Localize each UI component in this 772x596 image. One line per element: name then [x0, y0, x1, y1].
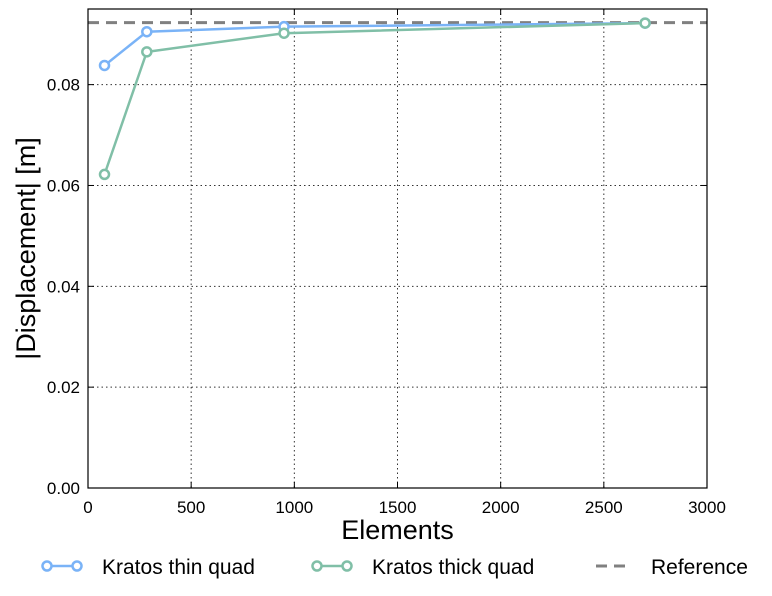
legend-marker	[311, 560, 323, 572]
data-point	[141, 46, 153, 58]
data-point	[639, 17, 651, 29]
series-line	[103, 21, 646, 67]
data-point	[141, 25, 153, 38]
y-axis-title: |Displacement| [m]	[11, 137, 41, 360]
y-tick-label: 0.06	[47, 176, 80, 195]
legend: Kratos thin quad Kratos thick quad Referen…	[41, 556, 748, 579]
legend-label: Kratos thick quad	[372, 556, 534, 579]
y-tick-label: 0.08	[47, 76, 80, 95]
legend-marker	[71, 560, 83, 572]
x-axis-title: Elements	[341, 515, 454, 545]
legend-label: Reference	[651, 556, 748, 579]
y-tick-label: 0.02	[47, 378, 80, 397]
x-tick-label: 500	[177, 498, 205, 517]
x-tick-label: 0	[83, 498, 92, 517]
x-tick-labels: 0 500 1000 1500 2000 2500 3000	[83, 498, 726, 517]
x-tick-label: 3000	[688, 498, 726, 517]
legend-item: Kratos thick quad	[311, 556, 534, 579]
legend-marker	[341, 560, 353, 572]
y-tick-label: 0.04	[47, 277, 80, 296]
legend-item: Kratos thin quad	[41, 556, 255, 579]
x-tick-label: 2500	[585, 498, 623, 517]
legend-item: Reference	[596, 556, 748, 579]
series-thick-quad	[98, 17, 651, 181]
ticks	[87, 9, 708, 489]
series-line	[103, 21, 646, 175]
series-layer	[98, 17, 651, 181]
y-tick-labels: 0.00 0.02 0.04 0.06 0.08	[47, 76, 80, 498]
legend-marker	[41, 560, 53, 572]
x-tick-label: 1000	[275, 498, 313, 517]
legend-label: Kratos thin quad	[102, 556, 255, 579]
x-tick-label: 2000	[482, 498, 520, 517]
grid	[88, 9, 707, 488]
data-point	[98, 168, 111, 181]
x-tick-label: 1500	[379, 498, 417, 517]
data-point	[278, 27, 290, 39]
y-tick-label: 0.00	[47, 479, 80, 498]
data-point	[98, 59, 111, 72]
